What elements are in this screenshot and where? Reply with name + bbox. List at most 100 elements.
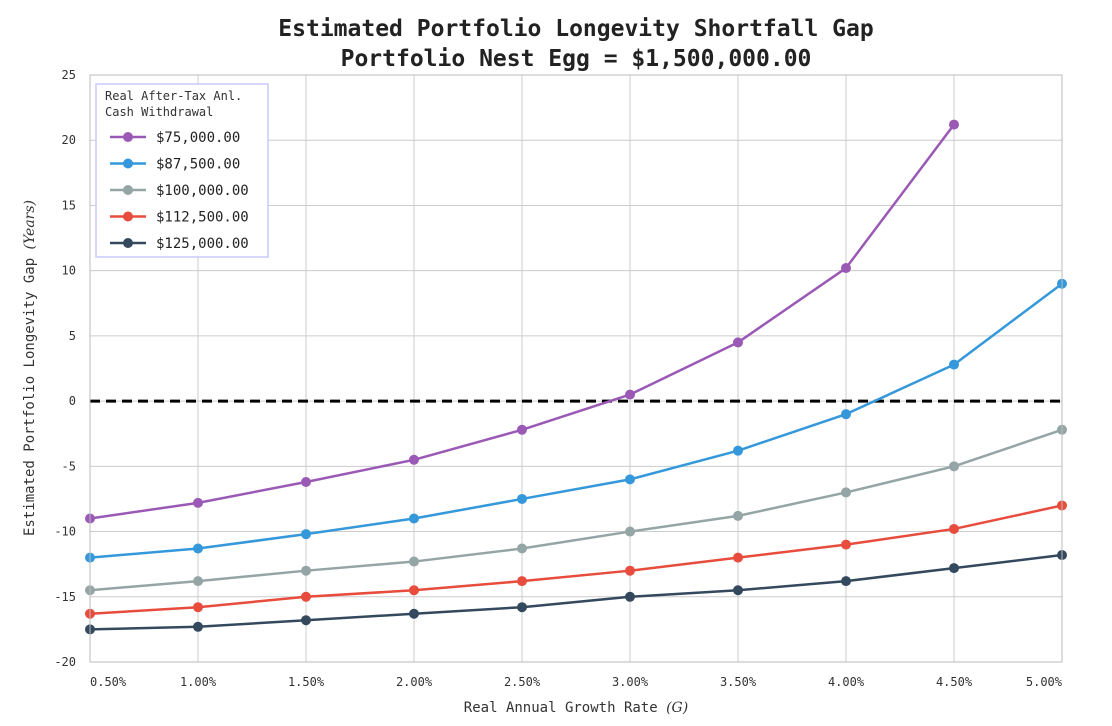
legend-item: $112,500.00 (110, 210, 249, 226)
y-tick-label: -5 (62, 459, 76, 473)
x-axis-label-text: Real Annual Growth Rate (464, 700, 666, 716)
data-point (301, 615, 311, 626)
x-tick-label: 1.50% (288, 675, 325, 689)
chart-subtitle: Portfolio Nest Egg = $1,500,000.00 (341, 46, 812, 72)
legend-marker (123, 238, 133, 248)
x-tick-label: 1.00% (180, 675, 217, 689)
data-point (949, 461, 959, 472)
x-tick-label: 3.50% (720, 675, 757, 689)
legend-marker (123, 185, 133, 195)
data-point (841, 576, 851, 587)
x-tick-label: 3.00% (612, 675, 649, 689)
data-point (949, 359, 959, 370)
data-point (949, 563, 959, 574)
y-tick-label: 25 (62, 68, 76, 82)
x-tick-label: 5.00% (1026, 675, 1063, 689)
legend: Real After-Tax Anl. Cash Withdrawal $75,… (95, 83, 269, 258)
series-line (89, 504, 1063, 615)
x-tick-label: 0.50% (90, 675, 127, 689)
data-point (733, 585, 743, 596)
data-point (949, 523, 959, 534)
data-point (733, 510, 743, 521)
data-point (517, 493, 527, 504)
data-point (409, 585, 419, 596)
legend-label: $112,500.00 (156, 210, 249, 226)
series-lines (85, 119, 1067, 635)
y-tick-label: 5 (69, 329, 76, 343)
data-point (517, 602, 527, 613)
y-axis-label-symbol: (Years) (22, 200, 38, 249)
data-point (841, 487, 851, 498)
y-tick-labels: -20 -15 -10 -5 0 5 10 15 20 25 (54, 68, 76, 669)
legend-item: $87,500.00 (110, 157, 240, 173)
data-point (409, 556, 419, 567)
data-point (193, 497, 203, 508)
legend-items: $75,000.00 $87,500.00 $100,000.00 $112,500.… (110, 130, 249, 252)
data-point (733, 445, 743, 456)
y-tick-label: -15 (54, 590, 76, 604)
data-point (841, 539, 851, 550)
data-point (625, 474, 635, 485)
series-3 (85, 500, 1067, 619)
y-axis-label-text: Estimated Portfolio Longevity Gap (22, 249, 38, 536)
data-point (193, 543, 203, 554)
data-point (625, 526, 635, 537)
data-point (301, 529, 311, 540)
data-point (733, 552, 743, 563)
plot-frame (89, 74, 1063, 663)
data-point (193, 602, 203, 613)
data-point (409, 608, 419, 619)
legend-label: $87,500.00 (156, 157, 240, 173)
data-point (733, 337, 743, 348)
y-tick-label: 20 (62, 133, 76, 147)
series-4 (85, 550, 1067, 635)
legend-item: $75,000.00 (110, 130, 240, 146)
series-2 (85, 424, 1067, 596)
series-line (89, 428, 1063, 592)
data-point (625, 565, 635, 576)
legend-label: $75,000.00 (156, 130, 240, 146)
y-axis-label: Estimated Portfolio Longevity Gap (Years… (22, 200, 38, 536)
data-point (841, 409, 851, 420)
legend-label: $125,000.00 (156, 236, 249, 252)
x-tick-label: 2.00% (396, 675, 433, 689)
y-tick-label: -20 (54, 655, 76, 669)
x-tick-label: 4.50% (936, 675, 973, 689)
data-point (949, 119, 959, 130)
data-point (301, 476, 311, 487)
legend-title-line1: Real After-Tax Anl. (105, 89, 242, 103)
data-point (409, 454, 419, 465)
data-point (625, 389, 635, 400)
data-point (193, 576, 203, 587)
x-axis-label: Real Annual Growth Rate (G) (464, 700, 688, 716)
chart-title: Estimated Portfolio Longevity Shortfall … (278, 16, 873, 42)
data-point (517, 543, 527, 554)
series-line (89, 282, 1063, 559)
y-tick-label: -10 (54, 525, 76, 539)
legend-title-line2: Cash Withdrawal (105, 105, 213, 119)
y-tick-label: 15 (62, 198, 76, 212)
x-tick-labels: 0.50% 1.00% 1.50% 2.00% 2.50% 3.00% 3.50% 4.00%… (90, 675, 1063, 689)
legend-marker (123, 211, 133, 222)
data-point (409, 513, 419, 524)
legend-item: $100,000.00 (110, 183, 249, 199)
y-tick-label: 0 (69, 394, 76, 408)
legend-label: $100,000.00 (156, 183, 249, 199)
data-point (517, 424, 527, 435)
data-point (625, 591, 635, 602)
x-tick-label: 4.00% (828, 675, 865, 689)
legend-item: $125,000.00 (110, 236, 249, 252)
x-tick-label: 2.50% (504, 675, 541, 689)
legend-box (95, 83, 269, 258)
series-line (89, 553, 1063, 631)
data-point (841, 263, 851, 274)
legend-marker (123, 132, 133, 142)
data-point (193, 621, 203, 632)
data-point (301, 565, 311, 576)
data-point (517, 576, 527, 587)
legend-marker (123, 158, 133, 169)
data-point (301, 591, 311, 602)
y-tick-label: 10 (62, 264, 76, 278)
series-1 (85, 278, 1067, 563)
